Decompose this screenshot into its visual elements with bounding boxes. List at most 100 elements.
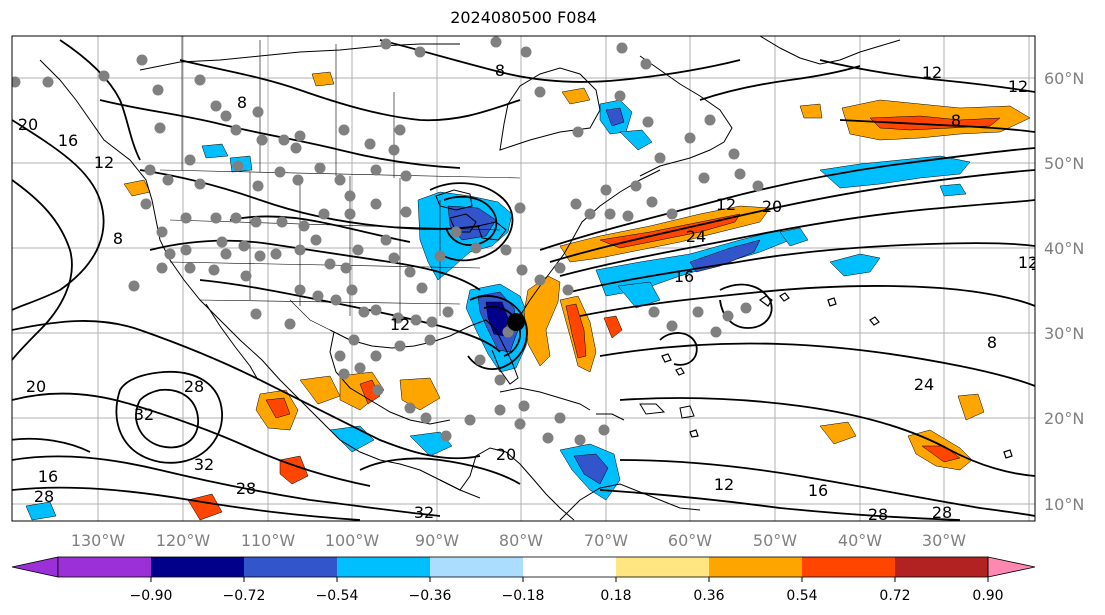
station-marker: [380, 234, 392, 246]
coastlines-borders: [39, 36, 901, 521]
station-marker: [404, 402, 416, 414]
contour-line: [869, 316, 880, 326]
station-marker: [420, 412, 432, 424]
contour-label: 8: [113, 229, 123, 248]
station-marker: [464, 414, 476, 426]
colorbar-bin: [802, 557, 895, 577]
station-marker: [298, 220, 310, 232]
colorbar-tick-label: 0.18: [600, 588, 631, 604]
station-marker: [340, 262, 352, 274]
contour-line: [12, 455, 441, 517]
anomaly-patch: [605, 107, 625, 127]
station-marker: [704, 114, 716, 126]
contour-label: 16: [58, 131, 78, 150]
anomaly-patch: [561, 87, 591, 105]
station-marker: [346, 284, 358, 296]
station-marker: [584, 208, 596, 220]
station-marker: [278, 134, 290, 146]
station-marker: [314, 162, 326, 174]
coastline: [205, 303, 259, 381]
station-marker: [164, 248, 176, 260]
station-marker: [42, 76, 54, 88]
station-marker: [284, 318, 296, 330]
contour-label: 12: [714, 475, 734, 494]
station-marker: [156, 262, 168, 274]
station-marker: [136, 54, 148, 66]
contour-line: [12, 392, 371, 487]
station-marker: [394, 340, 406, 352]
contour-label: 16: [808, 481, 828, 500]
longitude-label: 60°W: [668, 531, 712, 550]
contour-line: [619, 459, 1035, 517]
contour-label: 28: [868, 505, 888, 524]
contour-label: 20: [496, 445, 516, 464]
station-marker: [324, 258, 336, 270]
contour-label: 8: [987, 333, 997, 352]
contour-line: [599, 342, 1035, 387]
contour-label: 12: [716, 195, 736, 214]
anomaly-patch: [617, 281, 661, 309]
anomaly-patch: [573, 453, 609, 485]
contour-label: 8: [495, 61, 505, 80]
station-marker: [364, 138, 376, 150]
station-marker: [442, 306, 454, 318]
station-marker: [572, 126, 584, 138]
station-marker: [194, 74, 206, 86]
coastline: [639, 403, 666, 415]
station-marker: [250, 216, 262, 228]
latitude-label: 10°N: [1044, 495, 1084, 514]
station-marker: [516, 264, 528, 276]
station-marker: [210, 100, 222, 112]
coastline: [559, 483, 701, 521]
contour-line: [699, 65, 861, 101]
contour-line: [179, 59, 521, 122]
station-marker: [392, 312, 404, 324]
colorbar-bin: [895, 557, 988, 577]
latitude-label: 60°N: [1044, 69, 1084, 88]
station-marker: [270, 248, 282, 260]
station-marker: [434, 250, 446, 262]
contour-line: [689, 429, 699, 438]
station-marker: [554, 262, 566, 274]
station-marker: [310, 234, 322, 246]
latitude-label: 40°N: [1044, 239, 1084, 258]
latitude-axis: 60°N 50°N 40°N 30°N 20°N 10°N: [1044, 69, 1084, 514]
contour-line: [661, 353, 672, 363]
station-marker: [698, 172, 710, 184]
contour-line: [549, 169, 1035, 263]
contour-label: 16: [674, 267, 694, 286]
station-marker: [254, 250, 266, 262]
anomaly-patch: [779, 227, 809, 247]
station-marker: [380, 38, 392, 50]
station-marker: [162, 174, 174, 186]
colorbar-tick-label: 0.36: [693, 588, 724, 604]
contour-label: 32: [134, 405, 154, 424]
station-marker: [154, 122, 166, 134]
station-marker: [604, 208, 616, 220]
contour-line: [467, 295, 528, 370]
station-marker: [128, 280, 140, 292]
station-marker: [252, 106, 264, 118]
anomaly-patch: [311, 71, 335, 87]
station-marker: [290, 142, 302, 154]
colorbar-tick-label: 0.54: [786, 588, 817, 604]
longitude-label: 90°W: [415, 531, 459, 550]
station-marker: [404, 266, 416, 278]
longitude-label: 120°W: [156, 531, 211, 550]
station-marker: [542, 432, 554, 444]
station-marker: [294, 130, 306, 142]
anomaly-patch: [939, 183, 967, 197]
colorbar-bin: [244, 557, 337, 577]
station-marker: [642, 116, 654, 128]
station-marker: [520, 46, 532, 58]
station-marker: [12, 76, 21, 88]
station-marker: [614, 90, 626, 102]
contour-label: 20: [762, 197, 782, 216]
contour-line: [12, 486, 361, 521]
station-marker: [710, 326, 722, 338]
station-marker: [416, 282, 428, 294]
contour-label: 28: [34, 487, 54, 506]
station-marker: [180, 212, 192, 224]
station-marker: [180, 244, 192, 256]
station-marker: [598, 424, 610, 436]
